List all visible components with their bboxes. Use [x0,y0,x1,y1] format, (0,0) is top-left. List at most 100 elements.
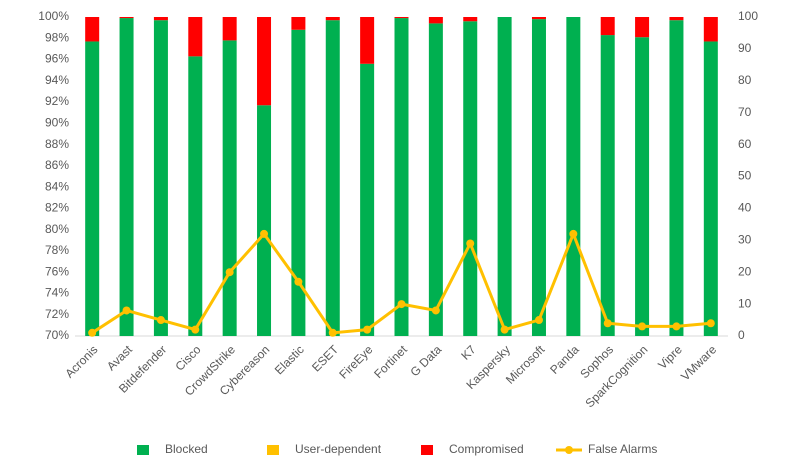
legend-marker [565,446,573,454]
x-tick-label: SparkCognition [583,342,651,410]
x-tick-label: Acronis [62,342,100,380]
bar-segment [463,17,478,22]
y-tick-label: 100% [38,9,69,23]
bar-segment [669,20,684,336]
y-tick-label: 70% [45,328,69,342]
line-point [569,229,578,238]
x-tick-label-group: VMware [678,342,719,383]
y2-tick-label: 60 [738,137,752,151]
y-tick-label: 92% [45,94,69,108]
legend-label: Compromised [449,442,524,456]
y2-tick-label: 40 [738,201,752,215]
y-tick-label: 98% [45,30,69,44]
bar-segment [463,21,478,337]
bar-segment [325,17,340,21]
bar-segment [222,40,237,336]
legend-label: Blocked [165,442,208,456]
line-point [672,322,681,331]
bar-segment [703,41,718,336]
y-tick-label: 88% [45,137,69,151]
bar-segment [497,17,512,336]
bar-segment [635,37,650,336]
bar-segment [291,29,306,336]
y-tick-label: 74% [45,286,69,300]
bar-segment [428,17,443,24]
line-point [397,300,406,309]
x-tick-label: Avast [104,342,135,373]
y-tick-label: 90% [45,116,69,130]
bar-segment [188,17,203,57]
bar-segment [257,105,272,336]
y-tick-label: 96% [45,52,69,66]
bar-segment [600,35,615,337]
line-point [122,306,131,315]
bar-segment [360,17,375,64]
line-point [260,229,269,238]
bar-segment [703,17,718,42]
bar-segment [600,17,615,36]
line-point [328,328,337,337]
legend-swatch [137,445,149,455]
line-point [363,325,372,334]
line-point [466,239,475,248]
x-tick-label: ESET [309,342,342,375]
bar-segment [85,17,100,42]
bar-segment [119,17,134,19]
y-tick-label: 94% [45,73,69,87]
line-point [191,325,200,334]
bar-segment [188,56,203,337]
line-point [156,316,165,325]
y2-tick-label: 10 [738,296,752,310]
legend-label: User-dependent [295,442,382,456]
y-tick-label: 80% [45,222,69,236]
x-tick-label: G Data [407,342,444,379]
x-tick-label-group: SparkCognition [583,342,651,410]
x-tick-label-group: Avast [104,342,135,373]
y2-tick-label: 90 [738,41,752,55]
y2-tick-label: 100 [738,9,758,23]
line-point [706,319,715,328]
y2-tick-label: 30 [738,232,752,246]
line-point [294,277,303,286]
x-tick-label-group: G Data [407,342,444,379]
x-tick-label-group: K7 [458,342,479,363]
bar-segment [222,17,237,41]
y-tick-label: 78% [45,243,69,257]
y-tick-label: 82% [45,201,69,215]
y-tick-label: 76% [45,264,69,278]
y2-tick-label: 80 [738,73,752,87]
line-point [431,306,440,315]
x-tick-label-group: FireEye [336,342,375,381]
x-tick-label: FireEye [336,342,375,381]
bar-segment [153,17,168,21]
x-tick-label-group: Fortinet [371,342,410,381]
legend-swatch [267,445,279,455]
bar-segment [669,17,684,21]
x-tick-label: Microsoft [503,342,548,387]
x-tick-label-group: Acronis [62,342,100,380]
bar-segment [566,17,581,336]
bar-segment [531,17,546,20]
x-tick-label-group: ESET [309,342,342,375]
bar-segment [257,17,272,106]
x-tick-label: Fortinet [371,342,410,381]
bar-segment [394,18,409,337]
x-tick-label-group: Vipre [655,342,685,372]
y-tick-label: 72% [45,307,69,321]
x-tick-label: Elastic [272,342,307,377]
legend-swatch [421,445,433,455]
x-tick-label: Cisco [173,342,204,373]
bar-segment [153,20,168,336]
bar-segment [119,18,134,337]
bar-segment [531,19,546,336]
bar-segment [428,23,443,336]
line-point [88,328,97,337]
x-tick-label-group: Cisco [173,342,204,373]
bar-segment [325,20,340,336]
y2-tick-label: 0 [738,328,745,342]
bar-segment [360,63,375,336]
x-tick-label: K7 [458,342,479,363]
y2-tick-label: 70 [738,105,752,119]
line-point [500,325,509,334]
